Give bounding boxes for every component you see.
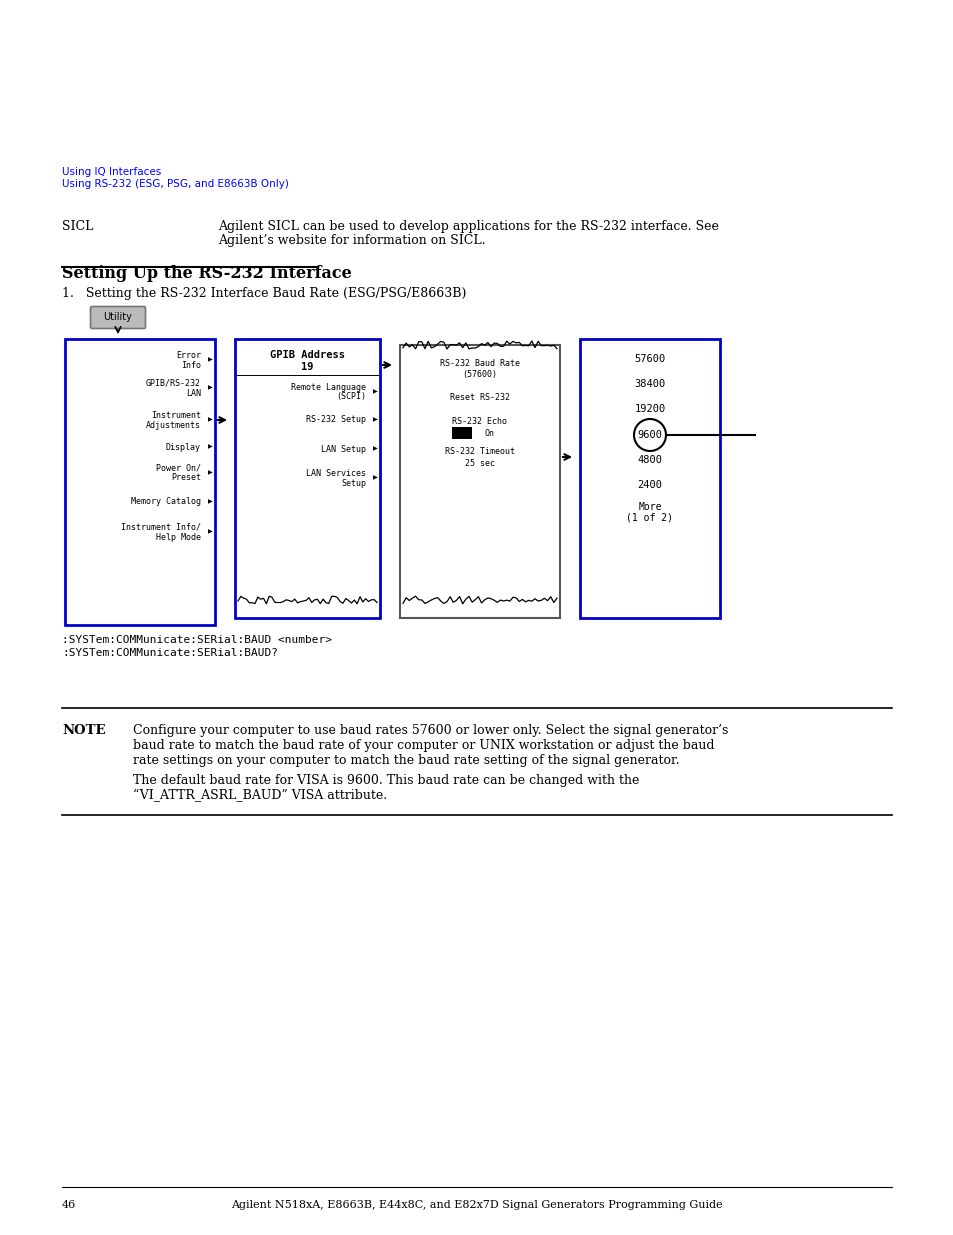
Bar — [579, 338, 720, 618]
Text: Preset: Preset — [171, 473, 201, 483]
Text: Setup: Setup — [340, 478, 366, 488]
Text: Memory Catalog: Memory Catalog — [131, 498, 201, 506]
Text: RS-232 Echo: RS-232 Echo — [452, 416, 507, 426]
Text: 38400: 38400 — [634, 379, 665, 389]
Text: (57600): (57600) — [462, 370, 497, 379]
Text: Off: Off — [455, 429, 469, 437]
Text: Instrument Info/: Instrument Info/ — [121, 522, 201, 531]
Text: ▶: ▶ — [373, 417, 377, 422]
Text: “VI_ATTR_ASRL_BAUD” VISA attribute.: “VI_ATTR_ASRL_BAUD” VISA attribute. — [132, 789, 387, 802]
Bar — [399, 345, 559, 618]
Text: ▶: ▶ — [208, 471, 213, 475]
Text: 1.   Setting the RS-232 Interface Baud Rate (ESG/PSG/E8663B): 1. Setting the RS-232 Interface Baud Rat… — [62, 287, 466, 300]
Text: ▶: ▶ — [373, 447, 377, 452]
Bar — [65, 338, 214, 625]
FancyBboxPatch shape — [91, 306, 146, 329]
Text: ▶: ▶ — [208, 357, 213, 363]
Text: ▶: ▶ — [208, 417, 213, 422]
Text: 46: 46 — [62, 1200, 76, 1210]
Text: :SYSTem:COMMunicate:SERial:BAUD?: :SYSTem:COMMunicate:SERial:BAUD? — [62, 648, 277, 658]
Text: Setting Up the RS-232 Interface: Setting Up the RS-232 Interface — [62, 266, 352, 282]
Text: ▶: ▶ — [208, 385, 213, 390]
Text: 25 sec: 25 sec — [464, 458, 495, 468]
Text: Utility: Utility — [104, 312, 132, 322]
Text: GPIB Address: GPIB Address — [270, 350, 345, 359]
Text: :SYSTem:COMMunicate:SERial:BAUD <number>: :SYSTem:COMMunicate:SERial:BAUD <number> — [62, 635, 332, 645]
Text: 2400: 2400 — [637, 480, 661, 490]
Text: 19: 19 — [301, 362, 314, 372]
Text: SICL: SICL — [62, 220, 93, 233]
Text: ▶: ▶ — [208, 530, 213, 535]
Text: ▶: ▶ — [208, 445, 213, 450]
Text: On: On — [484, 429, 495, 437]
Bar — [234, 338, 379, 618]
Text: Power On/: Power On/ — [156, 463, 201, 473]
Text: Agilent N518xA, E8663B, E44x8C, and E82x7D Signal Generators Programming Guide: Agilent N518xA, E8663B, E44x8C, and E82x… — [231, 1200, 722, 1210]
Text: Reset RS-232: Reset RS-232 — [450, 393, 510, 401]
Text: 57600: 57600 — [634, 354, 665, 364]
Text: Using IQ Interfaces: Using IQ Interfaces — [62, 167, 161, 177]
Text: Help Mode: Help Mode — [156, 532, 201, 541]
Text: NOTE: NOTE — [62, 724, 106, 737]
Text: Info: Info — [181, 361, 201, 369]
Text: More: More — [638, 501, 661, 513]
Text: RS-232 Setup: RS-232 Setup — [306, 415, 366, 425]
Text: LAN Setup: LAN Setup — [320, 445, 366, 453]
Text: ▶: ▶ — [373, 475, 377, 480]
Text: Agilent’s website for information on SICL.: Agilent’s website for information on SIC… — [218, 233, 485, 247]
Text: baud rate to match the baud rate of your computer or UNIX workstation or adjust : baud rate to match the baud rate of your… — [132, 739, 714, 752]
Text: Agilent SICL can be used to develop applications for the RS-232 interface. See: Agilent SICL can be used to develop appl… — [218, 220, 719, 233]
Text: (1 of 2): (1 of 2) — [626, 513, 673, 522]
Text: GPIB/RS-232: GPIB/RS-232 — [146, 378, 201, 388]
Text: Error: Error — [175, 351, 201, 359]
Text: rate settings on your computer to match the baud rate setting of the signal gene: rate settings on your computer to match … — [132, 755, 679, 767]
Bar — [452, 427, 472, 438]
Text: Remote Language: Remote Language — [291, 383, 366, 391]
Text: LAN: LAN — [186, 389, 201, 398]
Text: LAN Services: LAN Services — [306, 468, 366, 478]
Text: Configure your computer to use baud rates 57600 or lower only. Select the signal: Configure your computer to use baud rate… — [132, 724, 727, 737]
Text: (SCPI): (SCPI) — [335, 393, 366, 401]
Text: RS-232 Baud Rate: RS-232 Baud Rate — [439, 358, 519, 368]
Text: Instrument: Instrument — [151, 410, 201, 420]
Text: 9600: 9600 — [637, 430, 661, 440]
Text: 4800: 4800 — [637, 454, 661, 466]
Text: Using RS-232 (ESG, PSG, and E8663B Only): Using RS-232 (ESG, PSG, and E8663B Only) — [62, 179, 289, 189]
Text: 19200: 19200 — [634, 404, 665, 414]
Text: Adjustments: Adjustments — [146, 420, 201, 430]
Text: RS-232 Timeout: RS-232 Timeout — [444, 447, 515, 456]
Text: Display: Display — [166, 442, 201, 452]
Text: ▶: ▶ — [208, 499, 213, 505]
Text: ▶: ▶ — [373, 389, 377, 394]
Text: The default baud rate for VISA is 9600. This baud rate can be changed with the: The default baud rate for VISA is 9600. … — [132, 774, 639, 787]
